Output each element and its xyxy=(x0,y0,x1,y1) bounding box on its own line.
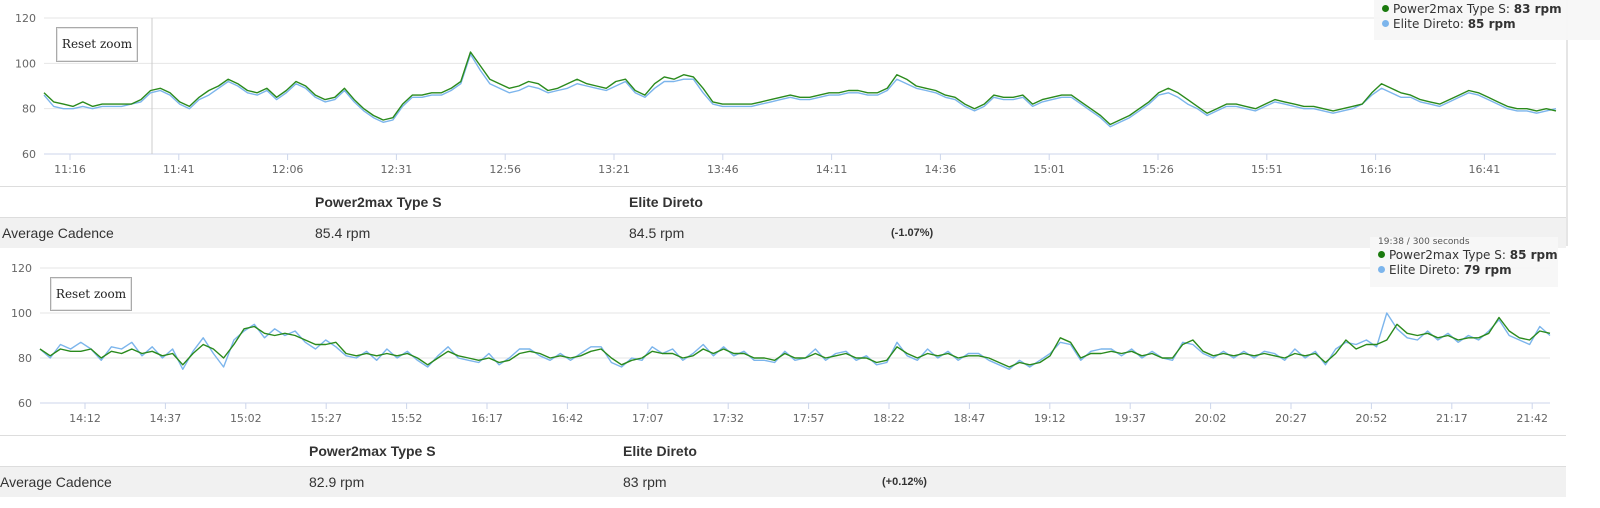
stats-diff: (-1.07%) xyxy=(891,226,934,239)
x-tick-label: 11:16 xyxy=(54,163,86,176)
tooltip-series-name: Power2max Type S xyxy=(1389,248,1502,262)
y-tick-label: 80 xyxy=(22,103,36,116)
y-tick-label: 120 xyxy=(11,262,32,275)
tooltip-series-value: 85 rpm xyxy=(1467,17,1516,31)
stats-header-metric xyxy=(0,436,309,467)
stats-value-row: Average Cadence 85.4 rpm 84.5 rpm (-1.07… xyxy=(0,217,1566,248)
x-tick-label: 16:16 xyxy=(1360,163,1392,176)
stats-table: Power2max Type S Elite Direto Average Ca… xyxy=(0,186,1566,248)
x-tick-label: 19:12 xyxy=(1034,412,1066,425)
y-tick-label: 80 xyxy=(18,352,32,365)
stats-value-elite: 83 rpm xyxy=(623,473,667,490)
x-tick-label: 17:57 xyxy=(793,412,825,425)
y-tick-label: 60 xyxy=(18,397,32,410)
x-tick-label: 11:41 xyxy=(163,163,195,176)
stats-diff: (+0.12%) xyxy=(882,475,927,488)
stats-value-power2max: 82.9 rpm xyxy=(309,473,365,490)
y-tick-label: 100 xyxy=(11,307,32,320)
stats-value-elite: 84.5 rpm xyxy=(629,224,685,241)
tooltip-series-value: 85 rpm xyxy=(1509,248,1558,262)
stats-header-diff xyxy=(891,187,1566,218)
tooltip-row-power2max: Power2max Type S: 83 rpm xyxy=(1382,2,1590,17)
stats-header-elite: Elite Direto xyxy=(623,443,697,459)
cadence-chart-2[interactable]: 60 80 100 120 14:12 14:37 15:02 15:27 15:52 16:17… xyxy=(0,252,1566,435)
series-marker-icon xyxy=(1378,251,1385,258)
cadence-chart-1[interactable]: 60 80 100 120 11:16 11:41 12:06 12:31 12:56 13:21… xyxy=(0,0,1566,186)
stats-header-power2max: Power2max Type S xyxy=(315,194,442,210)
x-tick-label: 15:26 xyxy=(1142,163,1174,176)
x-tick-label: 15:02 xyxy=(230,412,262,425)
tooltip-series-name: Elite Direto xyxy=(1389,263,1456,277)
stats-header-row: Power2max Type S Elite Direto xyxy=(0,186,1566,218)
x-tick-label: 16:42 xyxy=(552,412,584,425)
stats-value-row: Average Cadence 82.9 rpm 83 rpm (+0.12%) xyxy=(0,466,1566,497)
tooltip-series-value: 83 rpm xyxy=(1513,2,1562,16)
stats-header-row: Power2max Type S Elite Direto xyxy=(0,435,1566,467)
tooltip-series-value: 79 rpm xyxy=(1463,263,1512,277)
stats-header-power2max: Power2max Type S xyxy=(309,443,436,459)
x-tick-label: 20:52 xyxy=(1356,412,1388,425)
stats-table: Power2max Type S Elite Direto Average Ca… xyxy=(0,435,1566,497)
x-tick-label: 17:32 xyxy=(712,412,744,425)
series-marker-icon xyxy=(1378,266,1385,273)
series-line-elite xyxy=(43,53,1557,128)
x-tick-label: 20:02 xyxy=(1195,412,1227,425)
x-tick-label: 15:52 xyxy=(391,412,423,425)
stats-metric-label: Average Cadence xyxy=(2,224,114,241)
x-tick-label: 17:07 xyxy=(632,412,664,425)
x-tick-label: 21:42 xyxy=(1516,412,1548,425)
x-tick-label: 16:17 xyxy=(471,412,503,425)
x-tick-label: 12:31 xyxy=(381,163,413,176)
chart-tooltip: 19:38 / 300 seconds Power2max Type S: 85… xyxy=(1370,237,1558,287)
series-line-elite xyxy=(39,312,1551,371)
stats-header-elite: Elite Direto xyxy=(629,194,703,210)
tooltip-header: 19:38 / 300 seconds xyxy=(1378,237,1470,247)
y-tick-label: 120 xyxy=(15,12,36,25)
x-tick-label: 18:47 xyxy=(954,412,986,425)
x-tick-label: 20:27 xyxy=(1275,412,1307,425)
x-tick-label: 21:17 xyxy=(1436,412,1468,425)
series-line-power2max xyxy=(39,316,1551,368)
x-tick-label: 13:21 xyxy=(598,163,630,176)
y-tick-label: 100 xyxy=(15,57,36,70)
series-line-power2max xyxy=(43,51,1557,126)
x-tick-label: 15:01 xyxy=(1033,163,1065,176)
x-tick-label: 16:41 xyxy=(1469,163,1501,176)
x-tick-label: 15:51 xyxy=(1251,163,1283,176)
series-marker-icon xyxy=(1382,20,1389,27)
stats-metric-label: Average Cadence xyxy=(0,473,112,490)
series-marker-icon xyxy=(1382,5,1389,12)
tooltip-series-name: Power2max Type S xyxy=(1393,2,1506,16)
tooltip-row-elite: Elite Direto: 79 rpm xyxy=(1378,263,1548,278)
stats-header-diff xyxy=(882,436,1566,467)
x-tick-label: 15:27 xyxy=(310,412,342,425)
stats-header-metric xyxy=(0,187,315,218)
x-tick-label: 12:56 xyxy=(489,163,521,176)
y-tick-label: 60 xyxy=(22,148,36,161)
x-tick-label: 14:36 xyxy=(925,163,957,176)
stats-value-power2max: 85.4 rpm xyxy=(315,224,371,241)
x-tick-label: 19:37 xyxy=(1114,412,1146,425)
tooltip-row-power2max: Power2max Type S: 85 rpm xyxy=(1378,248,1558,263)
tooltip-series-name: Elite Direto xyxy=(1393,17,1460,31)
x-tick-label: 12:06 xyxy=(272,163,304,176)
reset-zoom-button[interactable]: Reset zoom xyxy=(56,27,138,62)
x-tick-label: 14:12 xyxy=(69,412,101,425)
x-tick-label: 14:37 xyxy=(150,412,182,425)
chart-tooltip: Power2max Type S: 83 rpm Elite Direto: 8… xyxy=(1374,0,1600,40)
x-tick-label: 13:46 xyxy=(707,163,739,176)
x-tick-label: 14:11 xyxy=(816,163,848,176)
scrollbar-track[interactable] xyxy=(1566,0,1568,246)
tooltip-row-elite: Elite Direto: 85 rpm xyxy=(1382,17,1590,32)
reset-zoom-button[interactable]: Reset zoom xyxy=(50,277,132,311)
x-tick-label: 18:22 xyxy=(873,412,905,425)
